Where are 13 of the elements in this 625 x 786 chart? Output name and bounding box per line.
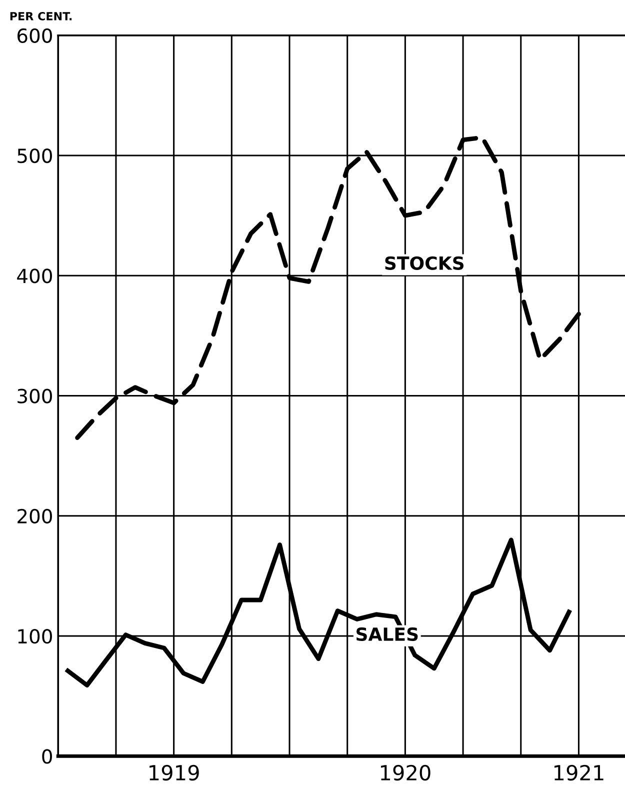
x-tick-label: 1919 [150,764,199,781]
text: STOCKS [385,256,464,270]
x-tick-label: 1920 [380,764,430,781]
y-tick-label: 600 [18,28,52,44]
y-axis-title: PER CENT. [10,12,72,20]
y-tick-label: 0 [42,749,52,764]
y-tick-label: 100 [18,628,52,644]
y-tick-label: 200 [18,508,52,524]
x-tick-label: 1921 [554,764,604,781]
y-tick-label: 400 [17,268,52,284]
series-label: SALES [356,627,418,642]
y-tick-label: 500 [18,148,52,164]
y-tick-label: 300 [18,388,52,404]
